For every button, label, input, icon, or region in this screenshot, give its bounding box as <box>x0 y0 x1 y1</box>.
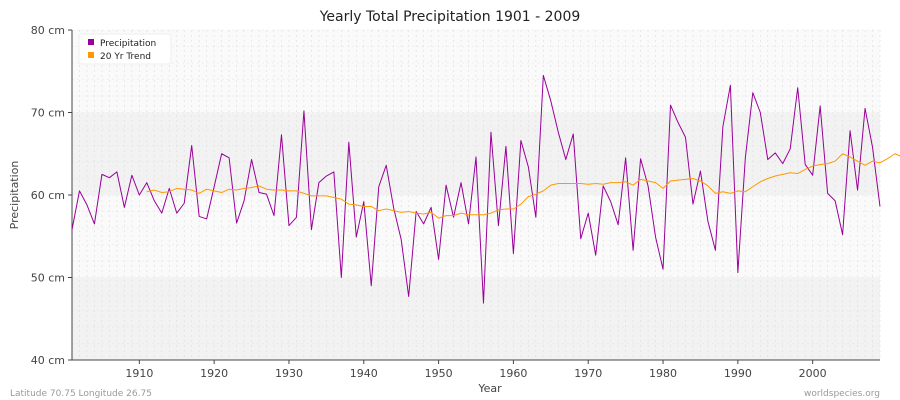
trend-line <box>146 153 900 219</box>
y-tick-label: 60 cm <box>31 189 65 202</box>
x-tick-label: 1910 <box>125 367 153 380</box>
y-axis-label: Precipitation <box>8 161 21 230</box>
x-axis-label: Year <box>477 382 502 395</box>
x-tick-label: 1950 <box>425 367 453 380</box>
series-layer <box>71 74 900 304</box>
x-tick-label: 1970 <box>574 367 602 380</box>
x-tick-label: 1930 <box>275 367 303 380</box>
legend-swatch-trend <box>88 52 94 58</box>
x-tick-label: 1980 <box>649 367 677 380</box>
footer-source: worldspecies.org <box>804 389 880 399</box>
x-tick-label: 1920 <box>200 367 228 380</box>
chart-title: Yearly Total Precipitation 1901 - 2009 <box>319 9 581 25</box>
x-tick-label: 2000 <box>799 367 827 380</box>
y-tick-label: 50 cm <box>31 272 65 285</box>
axes: 40 cm 50 cm 60 cm 70 cm 80 cm 1910 1920 1930 194… <box>31 24 880 380</box>
legend-label-precipitation: Precipitation <box>100 39 156 49</box>
background-band <box>72 277 880 360</box>
legend: Precipitation 20 Yr Trend <box>78 33 172 65</box>
legend-swatch-precipitation <box>88 39 94 45</box>
legend-label-trend: 20 Yr Trend <box>100 52 151 62</box>
y-tick-label: 40 cm <box>31 354 65 367</box>
x-tick-label: 1960 <box>499 367 527 380</box>
legend-box <box>78 33 172 65</box>
x-tick-label: 1940 <box>350 367 378 380</box>
footer-coordinates: Latitude 70.75 Longitude 26.75 <box>10 389 152 399</box>
precipitation-line <box>71 74 881 304</box>
y-tick-label: 70 cm <box>31 107 65 120</box>
x-tick-label: 1990 <box>724 367 752 380</box>
y-tick-label: 80 cm <box>31 24 65 37</box>
